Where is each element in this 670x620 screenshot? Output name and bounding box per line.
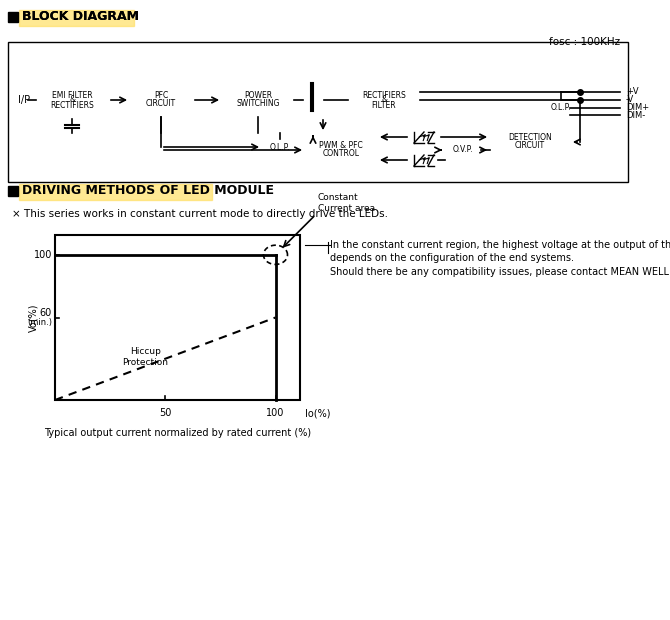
Text: Should there be any compatibility issues, please contact MEAN WELL.: Should there be any compatibility issues…	[330, 267, 670, 277]
Bar	[36, 83, 108, 117]
Bar	[445, 142, 481, 158]
Text: RECTIFIERS: RECTIFIERS	[362, 91, 406, 99]
Text: DIM+: DIM+	[626, 104, 649, 112]
Text: BLOCK DIAGRAM: BLOCK DIAGRAM	[22, 11, 139, 24]
Bar	[8, 12, 18, 22]
Text: DIM-: DIM-	[626, 110, 645, 120]
Text: 50: 50	[159, 408, 172, 418]
Bar	[410, 126, 438, 148]
Text: (min.): (min.)	[27, 318, 52, 327]
Bar	[19, 184, 212, 200]
Bar	[490, 126, 570, 158]
Bar	[348, 83, 420, 117]
Text: 100: 100	[266, 408, 285, 418]
Text: × This series works in constant current mode to directly drive the LEDs.: × This series works in constant current …	[12, 209, 388, 219]
Text: PWM & PFC: PWM & PFC	[319, 141, 363, 149]
Bar	[543, 99, 579, 115]
Text: DRIVING METHODS OF LED MODULE: DRIVING METHODS OF LED MODULE	[22, 185, 274, 198]
Bar	[8, 186, 18, 196]
Text: I/P: I/P	[18, 95, 30, 105]
Text: Typical output current normalized by rated current (%): Typical output current normalized by rat…	[44, 428, 311, 438]
Circle shape	[27, 98, 31, 102]
Text: Constant
Current area: Constant Current area	[318, 193, 375, 213]
Bar	[410, 149, 438, 171]
Text: 100: 100	[34, 250, 52, 260]
Text: depends on the configuration of the end systems.: depends on the configuration of the end …	[330, 253, 574, 263]
Text: DETECTION: DETECTION	[508, 133, 552, 141]
Text: Io(%): Io(%)	[305, 408, 330, 418]
Text: Hiccup
Protection: Hiccup Protection	[122, 347, 168, 367]
Text: SWITCHING: SWITCHING	[237, 99, 280, 108]
Text: +V: +V	[626, 87, 639, 97]
Text: &: &	[69, 95, 75, 105]
Text: CIRCUIT: CIRCUIT	[515, 141, 545, 151]
Text: 60: 60	[40, 309, 52, 319]
Text: RECTIFIERS: RECTIFIERS	[50, 102, 94, 110]
Text: O.L.P.: O.L.P.	[270, 143, 290, 151]
Text: EMI FILTER: EMI FILTER	[52, 91, 92, 99]
Bar	[8, 42, 628, 182]
Bar	[55, 235, 300, 400]
Text: CIRCUIT: CIRCUIT	[146, 99, 176, 108]
Text: -V: -V	[626, 95, 634, 105]
Text: FILTER: FILTER	[372, 102, 397, 110]
Text: BLOCK DIAGRAM: BLOCK DIAGRAM	[22, 11, 139, 24]
Text: CONTROL: CONTROL	[322, 149, 360, 159]
Text: In the constant current region, the highest voltage at the output of the driver: In the constant current region, the high…	[330, 240, 670, 250]
Bar	[305, 133, 377, 167]
Text: Vo(%): Vo(%)	[28, 303, 38, 332]
Text: &: &	[381, 95, 387, 105]
Text: fosc : 100KHz: fosc : 100KHz	[549, 37, 620, 47]
Text: PFC: PFC	[154, 92, 168, 100]
Bar	[222, 83, 294, 117]
Bar	[130, 83, 192, 117]
Text: O.L.P.: O.L.P.	[551, 102, 572, 112]
Bar	[19, 10, 134, 26]
Text: O.V.P.: O.V.P.	[453, 146, 473, 154]
Text: POWER: POWER	[244, 92, 272, 100]
Bar	[262, 139, 298, 155]
